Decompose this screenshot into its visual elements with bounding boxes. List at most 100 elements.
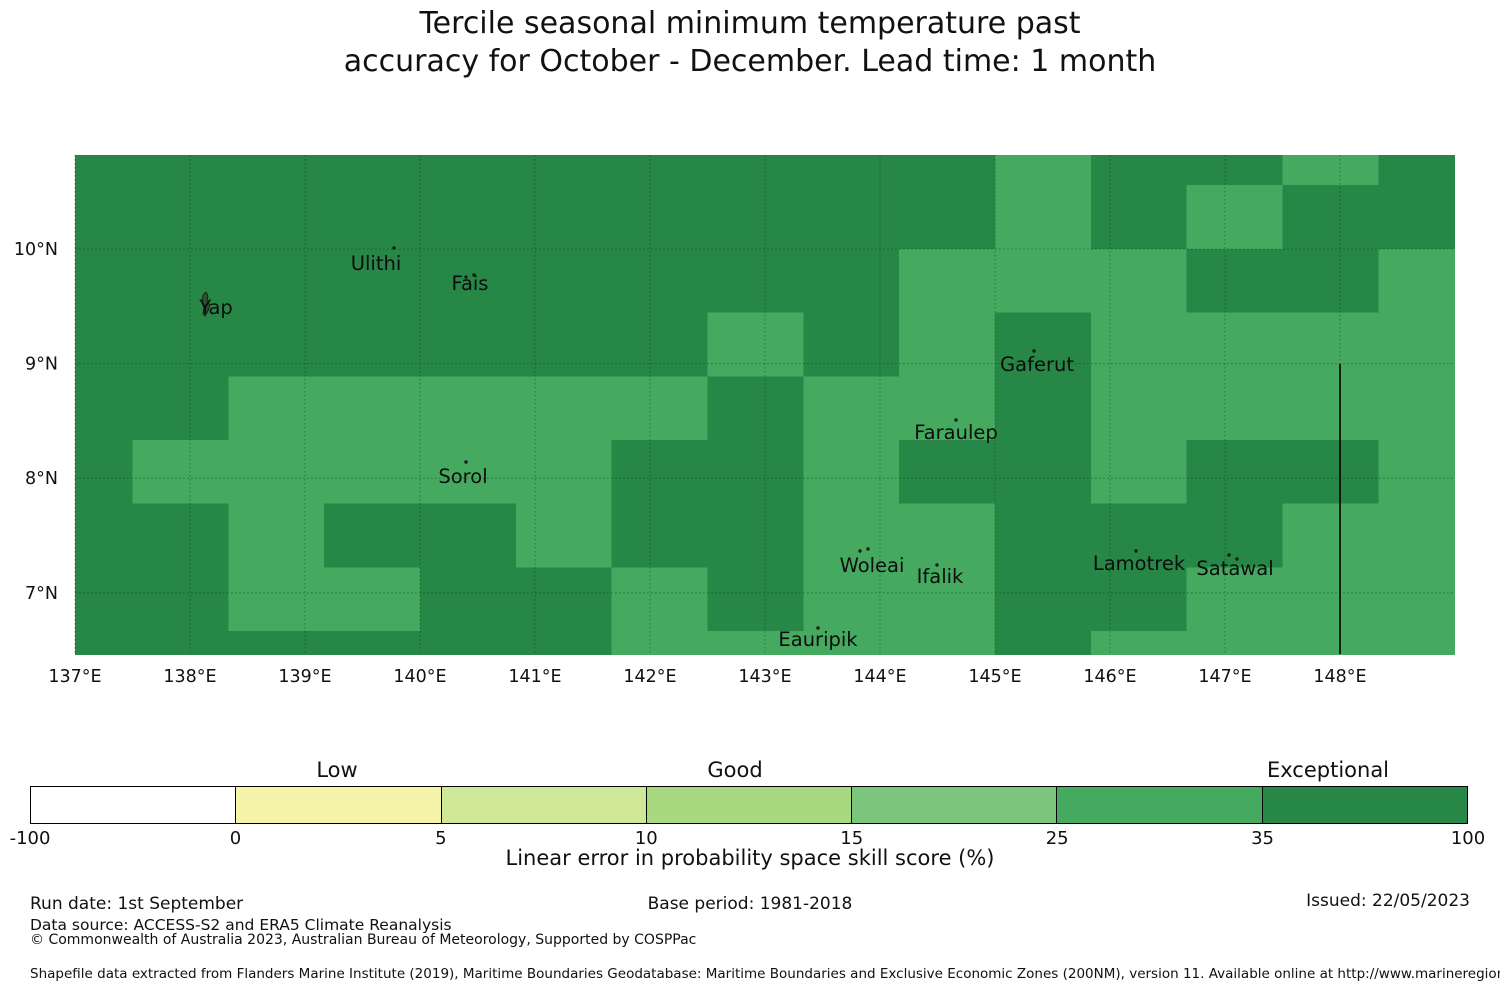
eauripik-island-dot [816, 626, 820, 630]
chart-title-line2: accuracy for October - December. Lead ti… [343, 44, 1157, 79]
map-cell [228, 440, 325, 504]
map-cell [1186, 312, 1283, 377]
map-cell [420, 312, 516, 377]
island-label-satawal: Satawal [1196, 557, 1273, 580]
map-cell [324, 185, 420, 249]
colorbar-tick-15: 15 [840, 828, 864, 849]
colorbar-segment-10-to-15 [645, 787, 852, 823]
colorbar-segment-5-to-10 [440, 787, 646, 823]
map-cell [75, 185, 133, 249]
map-cell [1090, 312, 1187, 377]
island-label-fais: Fais [452, 272, 489, 295]
map-cell [420, 248, 516, 313]
map-cell [899, 155, 995, 186]
map-cell [1378, 155, 1455, 186]
map-cell [899, 376, 995, 441]
map-cell [324, 155, 420, 186]
map-cell [1378, 185, 1455, 249]
map-cell [995, 631, 1091, 655]
map-cell [995, 440, 1091, 504]
x-tick-label: 148°E [1313, 667, 1366, 687]
map-cell [324, 503, 420, 568]
map-cell [1186, 248, 1283, 313]
colorbar-tick-10: 10 [634, 828, 658, 849]
map-cell [515, 567, 612, 632]
map-cell [228, 185, 325, 249]
colorbar-segment-15-to-25 [851, 787, 1057, 823]
map-cell [995, 567, 1091, 632]
map-cell [611, 185, 708, 249]
map-cell [420, 155, 516, 186]
island-label-yap: Yap [198, 296, 233, 319]
map-cell [1282, 312, 1379, 377]
lamotrek-island-dot [1134, 549, 1138, 553]
sorol-island-dot [464, 460, 468, 464]
map-cell [1186, 567, 1283, 632]
map-cell [324, 248, 420, 313]
map-cell [611, 440, 708, 504]
map-cell [1090, 631, 1187, 655]
map-cell [1090, 185, 1187, 249]
colorbar-tick-0: 0 [229, 828, 242, 849]
map-cell [1282, 376, 1379, 441]
map-cell [228, 155, 325, 186]
map-cell [324, 631, 420, 655]
map-cell [707, 440, 804, 504]
map-cell [803, 376, 900, 441]
x-tick-label: 144°E [853, 667, 906, 687]
colorbar-category-good: Good [707, 758, 763, 782]
x-tick-label: 145°E [968, 667, 1021, 687]
map-cell [1282, 248, 1379, 313]
map-cell [803, 567, 900, 632]
colorbar-segment-25-to-35 [1056, 787, 1262, 823]
map-cell [75, 155, 133, 186]
y-tick-label: 9°N [25, 355, 58, 375]
run-date-text: Run date: 1st September [30, 894, 244, 914]
colorbar-segment-35-to-100 [1261, 787, 1467, 823]
map-cell [995, 312, 1091, 377]
map-cell [324, 376, 420, 441]
map-cell [1378, 503, 1455, 568]
map-cell [515, 155, 612, 186]
map-cell [995, 376, 1091, 441]
island-label-faraulep: Faraulep [914, 421, 998, 444]
map-cell [228, 567, 325, 632]
map-cell [75, 631, 133, 655]
map-cell [515, 440, 612, 504]
gaferut-island-dot [1032, 349, 1036, 353]
map-cell [1378, 567, 1455, 632]
map-cell [1378, 248, 1455, 313]
map-cell [1186, 376, 1283, 441]
map-cell [1186, 155, 1283, 186]
colorbar-tick-35: 35 [1251, 828, 1275, 849]
map-cell [611, 248, 708, 313]
y-tick-label: 7°N [25, 584, 58, 604]
map-cell [899, 185, 995, 249]
map-cell [611, 312, 708, 377]
colorbar-segment--100-to-0 [31, 787, 236, 823]
map-cell [324, 312, 420, 377]
map-cell [515, 312, 612, 377]
island-label-lamotrek: Lamotrek [1093, 552, 1186, 575]
faraulep-island-dot [954, 418, 958, 422]
x-tick-label: 141°E [508, 667, 561, 687]
map-cell [995, 185, 1091, 249]
map-cell [899, 567, 995, 632]
satawal-island-dot [1227, 553, 1231, 557]
map-cell [1282, 567, 1379, 632]
fais-island-dot [472, 273, 476, 277]
x-tick-label: 138°E [163, 667, 216, 687]
island-label-sorol: Sorol [438, 465, 487, 488]
map-cell [803, 248, 900, 313]
island-label-gaferut: Gaferut [1000, 353, 1074, 376]
map-cell [515, 503, 612, 568]
map-cell [1090, 155, 1187, 186]
map-cell [75, 376, 133, 441]
map-cell [707, 185, 804, 249]
satawal-island-dot [1235, 557, 1239, 561]
map-cell [420, 185, 516, 249]
map-cell [420, 567, 516, 632]
map-cell [707, 631, 804, 655]
colorbar-tick-100: 100 [1450, 828, 1486, 849]
